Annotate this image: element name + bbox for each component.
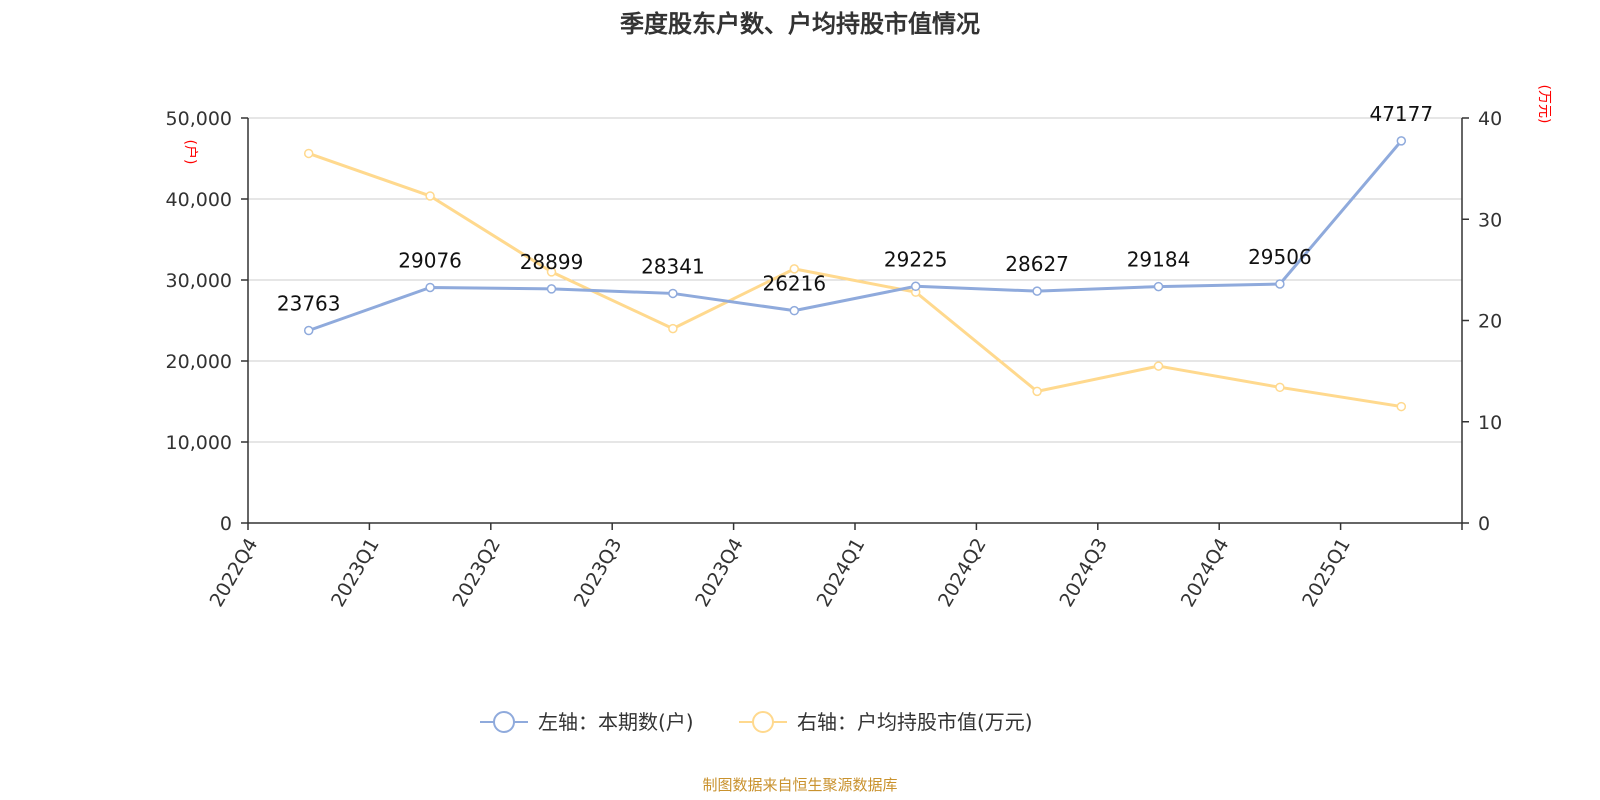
right-tick-label-4: 40 [1478,108,1502,130]
series-1-point-1 [425,282,435,293]
series-2-point-0 [303,148,314,159]
chart-title: 季度股东户数、户均持股市值情况 [620,10,980,38]
x-tick-label-6: 2024Q2 [934,535,991,611]
left-tick-label-1: 10,000 [166,432,232,454]
legend[interactable]: 左轴：本期数(户) 右轴：户均持股市值(万元) [480,710,1033,734]
series-2-point-1 [425,191,435,201]
data-label-9: 47177 [1369,102,1433,126]
left-tick-label-2: 20,000 [166,351,232,373]
x-tick-label-3: 2023Q3 [570,535,627,611]
data-label-1: 29076 [398,248,462,272]
right-tick-label-0: 0 [1478,513,1490,535]
right-axis-unit: (万元) [1536,85,1552,124]
data-label-4: 26216 [762,272,826,296]
series-2-point-3 [668,323,678,334]
x-tick-label-4: 2023Q4 [691,535,748,611]
legend-series-2-label: 右轴：户均持股市值(万元) [797,710,1033,734]
data-label-3: 28341 [641,254,705,278]
series-2-point-4 [789,264,800,274]
axes: 0 10,000 20,000 30,000 40,000 50,000 0 10 20 30 40… [166,108,1503,611]
series-1-point-5 [910,281,921,292]
left-axis-unit: (户) [182,140,199,165]
series-1-point-2 [546,284,557,294]
series-2-line [308,152,1402,409]
data-label-7: 29184 [1127,248,1191,272]
legend-series-1-label: 左轴：本期数(户) [538,710,694,734]
series-layer [303,136,1407,412]
legend-series-1-marker-icon [493,711,515,733]
series-1-point-0 [303,325,314,336]
data-label-6: 28627 [1005,252,1069,276]
legend-item-series-2[interactable]: 右轴：户均持股市值(万元) [739,710,1033,734]
legend-series-2-marker-icon [752,711,774,733]
data-source-note: 制图数据来自恒生聚源数据库 [702,776,897,794]
series-1-point-6 [1032,286,1042,296]
left-tick-label-3: 30,000 [166,270,232,292]
legend-item-series-1[interactable]: 左轴：本期数(户) [480,710,694,734]
x-tick-label-8: 2024Q4 [1177,535,1234,611]
left-tick-label-4: 40,000 [166,189,232,211]
series-2-point-8 [1275,382,1285,393]
series-1-point-4 [789,305,800,316]
series-1-point-3 [668,288,678,299]
x-tick-label-9: 2025Q1 [1298,535,1355,611]
right-tick-label-1: 10 [1478,412,1502,434]
data-label-0: 23763 [277,292,341,316]
data-label-5: 29225 [884,247,948,271]
x-tick-label-0: 2022Q4 [206,535,263,611]
series-2-point-2 [546,267,557,277]
series-1-point-7 [1153,281,1164,292]
x-tick-label-1: 2023Q1 [327,535,384,611]
data-label-8: 29506 [1248,245,1312,269]
data-label-2: 28899 [520,250,584,274]
series-2-point-9 [1396,401,1407,412]
data-labels-layer: 23763 29076 28899 28341 26216 29225 28627 29184… [277,102,1433,316]
right-tick-label-3: 30 [1478,209,1502,231]
x-tick-label-7: 2024Q3 [1055,535,1112,611]
x-tick-label-5: 2024Q1 [813,535,870,611]
x-tick-label-2: 2023Q2 [448,535,505,611]
series-1-point-9 [1396,136,1407,146]
series-2-point-7 [1153,361,1164,371]
left-tick-label-0: 0 [220,513,232,535]
series-2-point-6 [1032,386,1042,397]
right-tick-label-2: 20 [1478,311,1502,333]
left-tick-label-5: 50,000 [166,108,232,130]
series-1-point-8 [1275,279,1285,289]
series-1-line [308,139,1403,332]
